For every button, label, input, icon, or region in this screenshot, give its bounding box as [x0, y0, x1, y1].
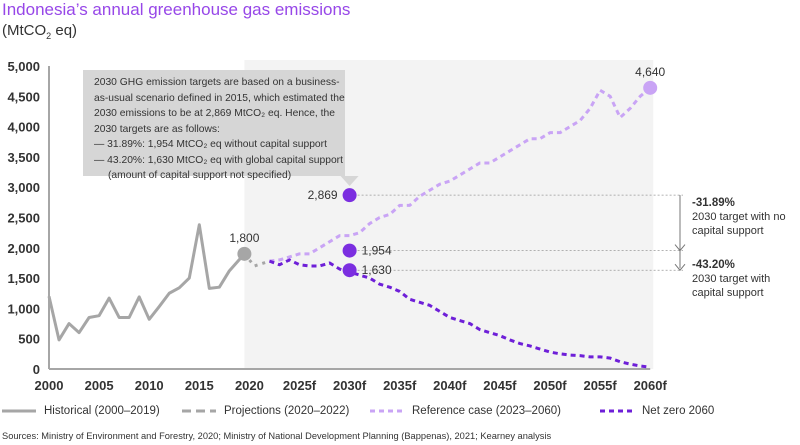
data-point — [237, 246, 252, 261]
y-tick-label: 0 — [33, 362, 40, 377]
data-point — [342, 263, 357, 278]
y-tick-label: 4,500 — [7, 89, 40, 104]
sources: Sources: Ministry of Environment and For… — [2, 431, 552, 441]
legend-item: Net zero 2060 — [600, 405, 714, 417]
x-tick-label: 2030f — [333, 378, 367, 393]
legend-swatch-icon — [600, 409, 634, 413]
x-tick-label: 2005 — [85, 378, 114, 393]
x-tick-label: 2045f — [483, 378, 517, 393]
arrow-head-icon — [674, 263, 686, 272]
y-unit: (MtCO2 eq) — [2, 22, 78, 41]
legend-label: Historical (2000–2019) — [44, 405, 160, 417]
note-intro: 2030 GHG emission targets are based on a… — [94, 77, 345, 135]
legend-swatch-icon — [370, 409, 404, 413]
legend-label: Reference case (2023–2060) — [412, 405, 561, 417]
data-label: 1,630 — [362, 263, 392, 277]
y-tick-label: 4,000 — [7, 120, 40, 135]
data-label: 1,800 — [229, 231, 259, 245]
legend-swatch-icon — [182, 409, 216, 413]
y-tick-label: 3,000 — [7, 180, 40, 195]
x-tick-label: 2055f — [583, 378, 617, 393]
chart-title: Indonesia’s annual greenhouse gas emissi… — [2, 0, 351, 19]
annotation-box: 2030 GHG emission targets are based on a… — [83, 70, 345, 181]
legend-label: Projections (2020–2022) — [224, 405, 350, 417]
x-tick-label: 2010 — [135, 378, 164, 393]
data-point — [342, 243, 357, 258]
target-label-no-support: -31.89% 2030 target with no capital suppo… — [692, 197, 786, 237]
legend-item: Projections (2020–2022) — [182, 405, 349, 417]
y-tick-label: 5,000 — [7, 59, 40, 74]
x-tick-label: 2035f — [383, 378, 417, 393]
legend-item: Reference case (2023–2060) — [370, 405, 561, 417]
y-tick-label: 2,500 — [7, 211, 40, 226]
x-tick-label: 2050f — [533, 378, 567, 393]
data-label: 2,869 — [308, 188, 338, 202]
x-tick-label: 2060f — [634, 378, 668, 393]
y-tick-label: 2,000 — [7, 241, 40, 256]
x-tick-label: 2015 — [185, 378, 214, 393]
data-label: 4,640 — [635, 65, 665, 79]
target-label-support: -43.20% 2030 target with capital support — [692, 259, 771, 299]
x-tick-label: 2000 — [35, 378, 64, 393]
series-line-1 — [243, 252, 270, 268]
legend-label: Net zero 2060 — [642, 405, 715, 417]
series-line-3 — [268, 258, 651, 369]
data-label: 1,954 — [362, 244, 392, 258]
x-tick-label: 2025f — [283, 378, 317, 393]
legend-swatch-icon — [2, 409, 36, 413]
note-bullet: — 31.89%: 1,954 MtCO₂ eq without capital… — [94, 139, 327, 150]
y-tick-label: 1,500 — [7, 271, 40, 286]
note-bullet: — 43.20%: 1,630 MtCO₂ eq with global cap… — [94, 154, 343, 182]
series-line-2 — [269, 86, 652, 263]
y-tick-label: 3,500 — [7, 150, 40, 165]
x-tick-label: 2020 — [235, 378, 264, 393]
annotation-pointer — [340, 176, 359, 186]
arrow-head-icon — [674, 244, 686, 252]
series-line-0 — [47, 223, 246, 342]
legend-item: Historical (2000–2019) — [2, 405, 160, 417]
y-tick-label: 500 — [18, 332, 40, 347]
data-point — [643, 80, 658, 95]
data-point — [342, 188, 357, 203]
x-tick-label: 2040f — [433, 378, 467, 393]
y-tick-label: 1,000 — [7, 301, 40, 316]
